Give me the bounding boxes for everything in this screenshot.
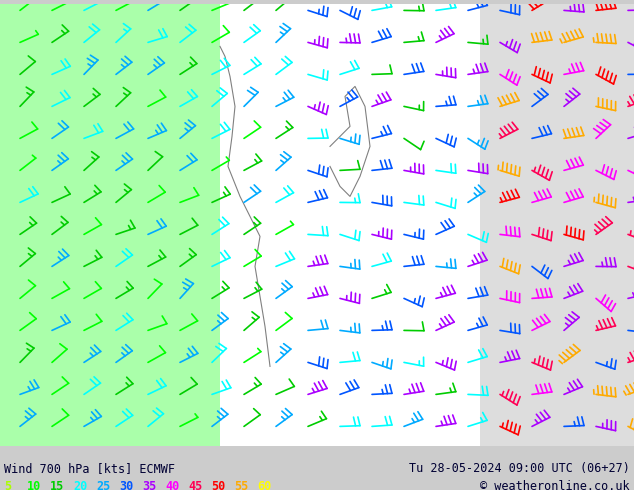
- Text: 5: 5: [4, 480, 11, 490]
- Polygon shape: [480, 4, 634, 446]
- Text: 15: 15: [50, 480, 64, 490]
- Text: Tu 28-05-2024 09:00 UTC (06+27): Tu 28-05-2024 09:00 UTC (06+27): [409, 462, 630, 475]
- Text: 20: 20: [73, 480, 87, 490]
- Text: 10: 10: [27, 480, 41, 490]
- Text: 40: 40: [165, 480, 179, 490]
- Text: 45: 45: [188, 480, 202, 490]
- Text: 25: 25: [96, 480, 110, 490]
- Text: 30: 30: [119, 480, 133, 490]
- Text: 60: 60: [257, 480, 271, 490]
- Polygon shape: [220, 4, 634, 446]
- Text: Wind 700 hPa [kts] ECMWF: Wind 700 hPa [kts] ECMWF: [4, 462, 175, 475]
- Text: © weatheronline.co.uk: © weatheronline.co.uk: [481, 480, 630, 490]
- Text: 50: 50: [211, 480, 225, 490]
- Text: 55: 55: [234, 480, 249, 490]
- Text: 35: 35: [142, 480, 156, 490]
- Polygon shape: [0, 4, 340, 446]
